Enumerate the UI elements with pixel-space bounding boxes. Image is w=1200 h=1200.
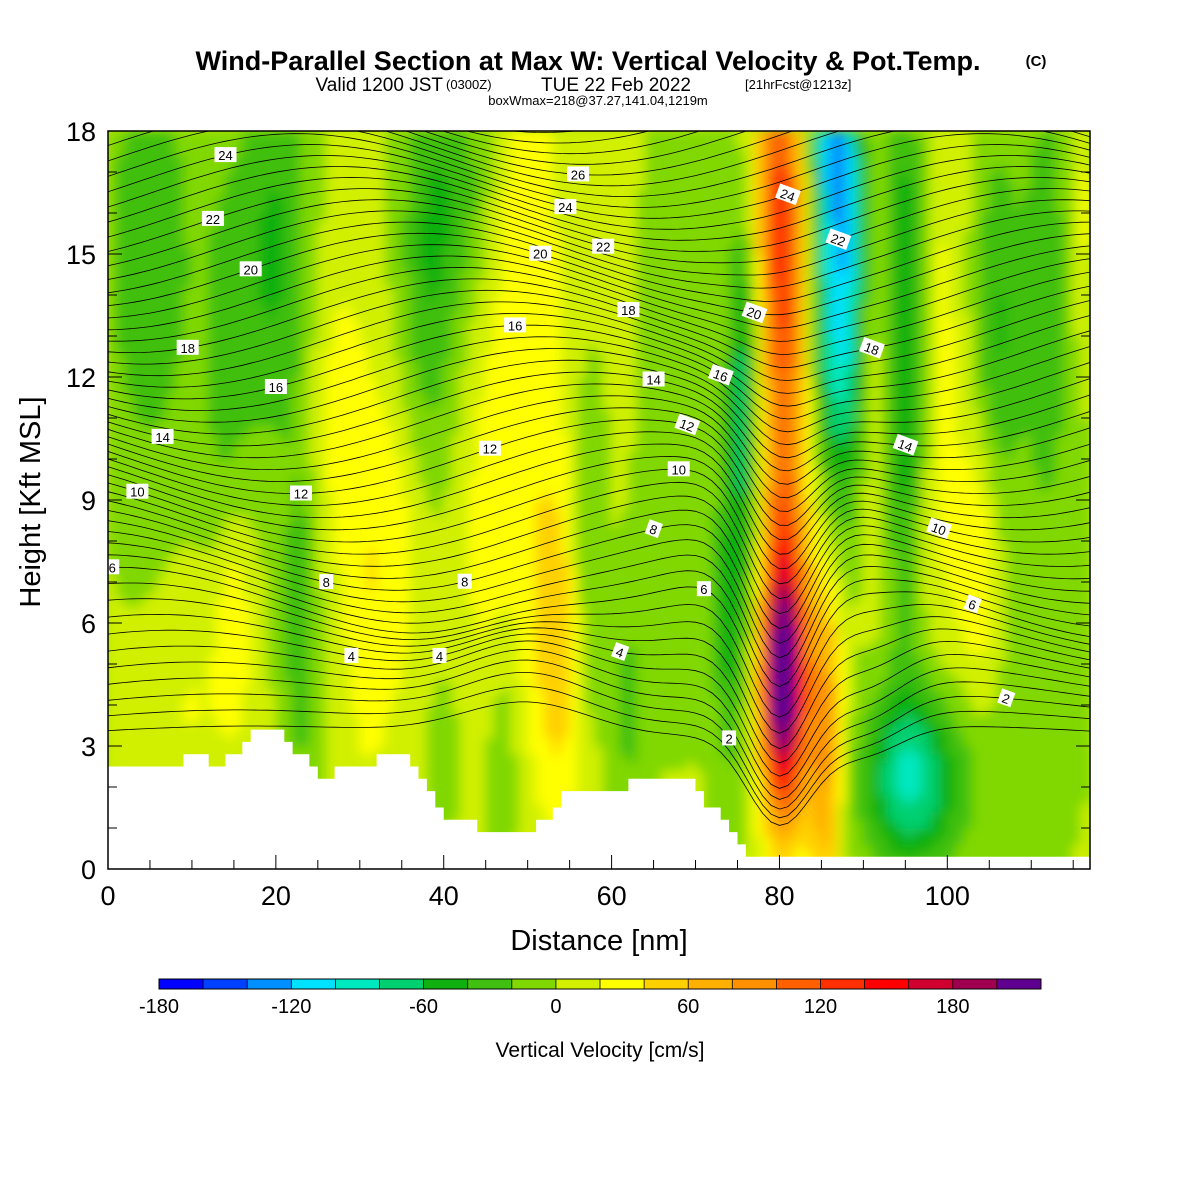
terrain (108, 729, 1090, 869)
colorbar-tick-label: 120 (804, 996, 837, 1018)
theta-label-mid: 26 (567, 166, 589, 182)
y-tick-label: 0 (81, 855, 96, 885)
colorbar-label: Vertical Velocity [cm/s] (496, 1039, 705, 1062)
theta-label-right: 18 (859, 337, 885, 359)
forecast-tag: [21hrFcst@1213z] (745, 77, 851, 92)
colorbar-segment (952, 979, 998, 989)
x-tick-label: 40 (429, 881, 459, 911)
colorbar-tick-label: -180 (139, 996, 179, 1018)
chart-title-mark: (C) (1026, 53, 1047, 70)
theta-label-right: 12 (674, 413, 701, 436)
y-tick-label: 3 (81, 732, 96, 762)
colorbar-segment (291, 979, 336, 989)
colorbar-segment (864, 979, 910, 989)
y-tick-label: 15 (66, 240, 96, 270)
valid-zulu: (0300Z) (446, 77, 492, 92)
colorbar-segment (996, 979, 1042, 989)
theta-label-right: 16 (707, 363, 734, 386)
x-axis-label: Distance [nm] (510, 925, 687, 957)
theta-label-mid: 8 (457, 573, 472, 590)
theta-label-left: 8 (319, 574, 334, 590)
theta-label-left: 20 (239, 261, 262, 277)
theta-label-mid: 4 (432, 648, 447, 664)
theta-label-right: 10 (926, 517, 952, 539)
theta-label-left: 22 (201, 210, 224, 227)
colorbar-segment (732, 979, 777, 989)
theta-label-left: 6 (108, 559, 120, 575)
theta-label-left: 2 (80, 695, 94, 711)
theta-label-right: 8 (644, 519, 663, 539)
theta-label-right: 14 (892, 433, 919, 456)
y-tick-label: 6 (81, 609, 96, 639)
x-tick-label: 100 (925, 881, 970, 911)
colorbar: -180 -120 -60 0 60 120 180 (139, 978, 1042, 1018)
isentropes (108, 131, 1090, 826)
valid-prefix: Valid 1200 JST (316, 75, 444, 96)
colorbar-segment (776, 979, 821, 989)
y-tick-label: 9 (81, 486, 96, 516)
x-tick-label: 60 (597, 881, 627, 911)
colorbar-segment (335, 979, 380, 989)
y-axis: 0 3 6 9 12 15 18 (66, 117, 1090, 885)
colorbar-segment (511, 979, 557, 989)
colorbar-segment (423, 979, 469, 989)
chart-subtitle: Valid 1200 JST (0300Z) TUE 22 Feb 2022 [… (316, 75, 852, 96)
theta-label-left: 18 (176, 339, 199, 356)
theta-label-left: 14 (151, 428, 174, 445)
colorbar-segment (820, 979, 866, 989)
colorbar-segment (908, 979, 954, 989)
theta-label-mid: 18 (617, 302, 640, 318)
x-tick-label: 0 (100, 881, 115, 911)
theta-label-mid: 22 (592, 238, 615, 255)
colorbar-segment (247, 979, 292, 989)
theta-label-left: 10 (126, 483, 149, 500)
theta-label-mid: 6 (696, 581, 711, 597)
colorbar-tick-label: 60 (677, 996, 699, 1018)
theta-label-mid: 14 (642, 371, 665, 388)
x-tick-label: 80 (764, 881, 794, 911)
colorbar-segment (555, 979, 601, 989)
theta-label-mid: 24 (554, 199, 577, 215)
theta-label-right: 24 (775, 183, 801, 206)
colorbar-segment (203, 979, 248, 989)
theta-label-mid: 16 (504, 317, 527, 333)
theta-label-left: 4 (344, 647, 359, 664)
theta-label-left: 16 (264, 379, 287, 395)
theta-label-left: 24 (214, 147, 237, 163)
valid-date: TUE 22 Feb 2022 (541, 75, 691, 96)
theta-label-mid: 10 (667, 461, 690, 477)
colorbar-segment (688, 979, 733, 989)
colorbar-tick-label: -120 (271, 996, 311, 1018)
colorbar-segment (379, 979, 425, 989)
theta-label-right: 6 (963, 594, 982, 614)
colorbar-segment (600, 979, 645, 989)
colorbar-tick-label: -60 (409, 996, 438, 1018)
y-tick-label: 18 (66, 117, 96, 147)
colorbar-segment (159, 979, 204, 989)
colorbar-tick-label: 180 (936, 996, 969, 1018)
theta-label-left: 12 (290, 485, 312, 502)
theta-label-right: 20 (741, 301, 768, 324)
box-wmax: boxWmax=218@37.27,141.04,1219m (488, 93, 708, 108)
colorbar-segment (467, 979, 513, 989)
x-tick-label: 20 (261, 881, 291, 911)
chart-title: Wind-Parallel Section at Max W: Vertical… (196, 46, 981, 76)
y-axis-label: Height [Kft MSL] (15, 396, 47, 607)
theta-label-mid: 20 (529, 245, 552, 262)
colorbar-segment (644, 979, 689, 989)
colorbar-tick-label: 0 (550, 996, 561, 1018)
y-tick-label: 12 (66, 363, 96, 393)
theta-label-right: 4 (611, 642, 630, 661)
theta-label-mid: 2 (722, 730, 737, 746)
x-axis: 0 20 40 60 80 100 (100, 855, 1074, 911)
theta-label-right: 22 (825, 228, 852, 250)
theta-label-right: 2 (997, 688, 1016, 708)
theta-label-mid: 12 (478, 440, 501, 457)
